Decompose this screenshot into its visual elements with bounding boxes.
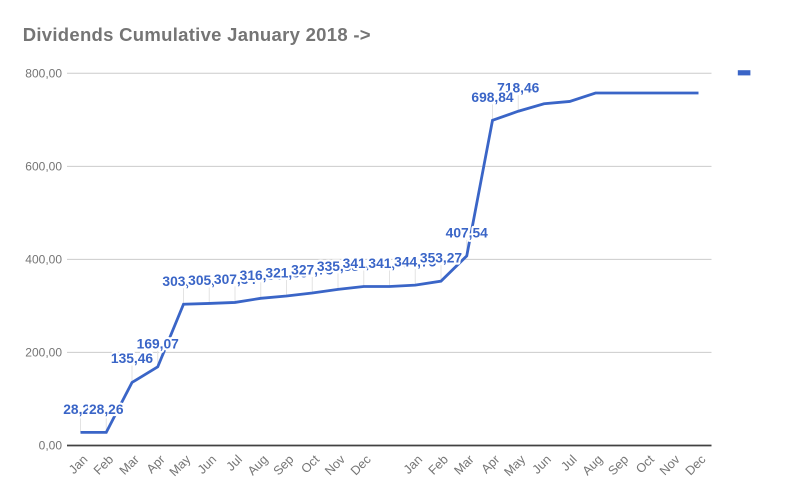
- svg-text:28,26: 28,26: [63, 402, 98, 417]
- svg-text:400,00: 400,00: [25, 253, 62, 267]
- svg-text:0,00: 0,00: [39, 439, 63, 453]
- svg-text:344,75: 344,75: [394, 255, 437, 270]
- svg-text:718,46: 718,46: [497, 81, 540, 96]
- svg-text:307,34: 307,34: [214, 272, 257, 287]
- svg-text:200,00: 200,00: [25, 346, 62, 360]
- svg-text:407,54: 407,54: [446, 225, 489, 240]
- svg-text:327,73: 327,73: [291, 263, 334, 278]
- svg-text:135,46: 135,46: [111, 351, 154, 366]
- svg-text:341,75: 341,75: [343, 256, 386, 271]
- svg-text:Dividends Cumulative January 2: Dividends Cumulative January 2018 ->: [23, 24, 371, 45]
- svg-text:303,57: 303,57: [162, 274, 205, 289]
- svg-text:316,34: 316,34: [240, 268, 283, 283]
- svg-text:321,36: 321,36: [265, 266, 308, 281]
- svg-text:335,55: 335,55: [317, 259, 360, 274]
- svg-text:169,07: 169,07: [137, 336, 180, 351]
- svg-text:341,75: 341,75: [368, 256, 411, 271]
- svg-text:305,37: 305,37: [188, 273, 231, 288]
- svg-text:800,00: 800,00: [25, 67, 62, 81]
- svg-text:353,27: 353,27: [420, 251, 463, 266]
- svg-text:698,84: 698,84: [471, 90, 514, 105]
- svg-text:600,00: 600,00: [25, 160, 62, 174]
- svg-text:28,26: 28,26: [89, 402, 124, 417]
